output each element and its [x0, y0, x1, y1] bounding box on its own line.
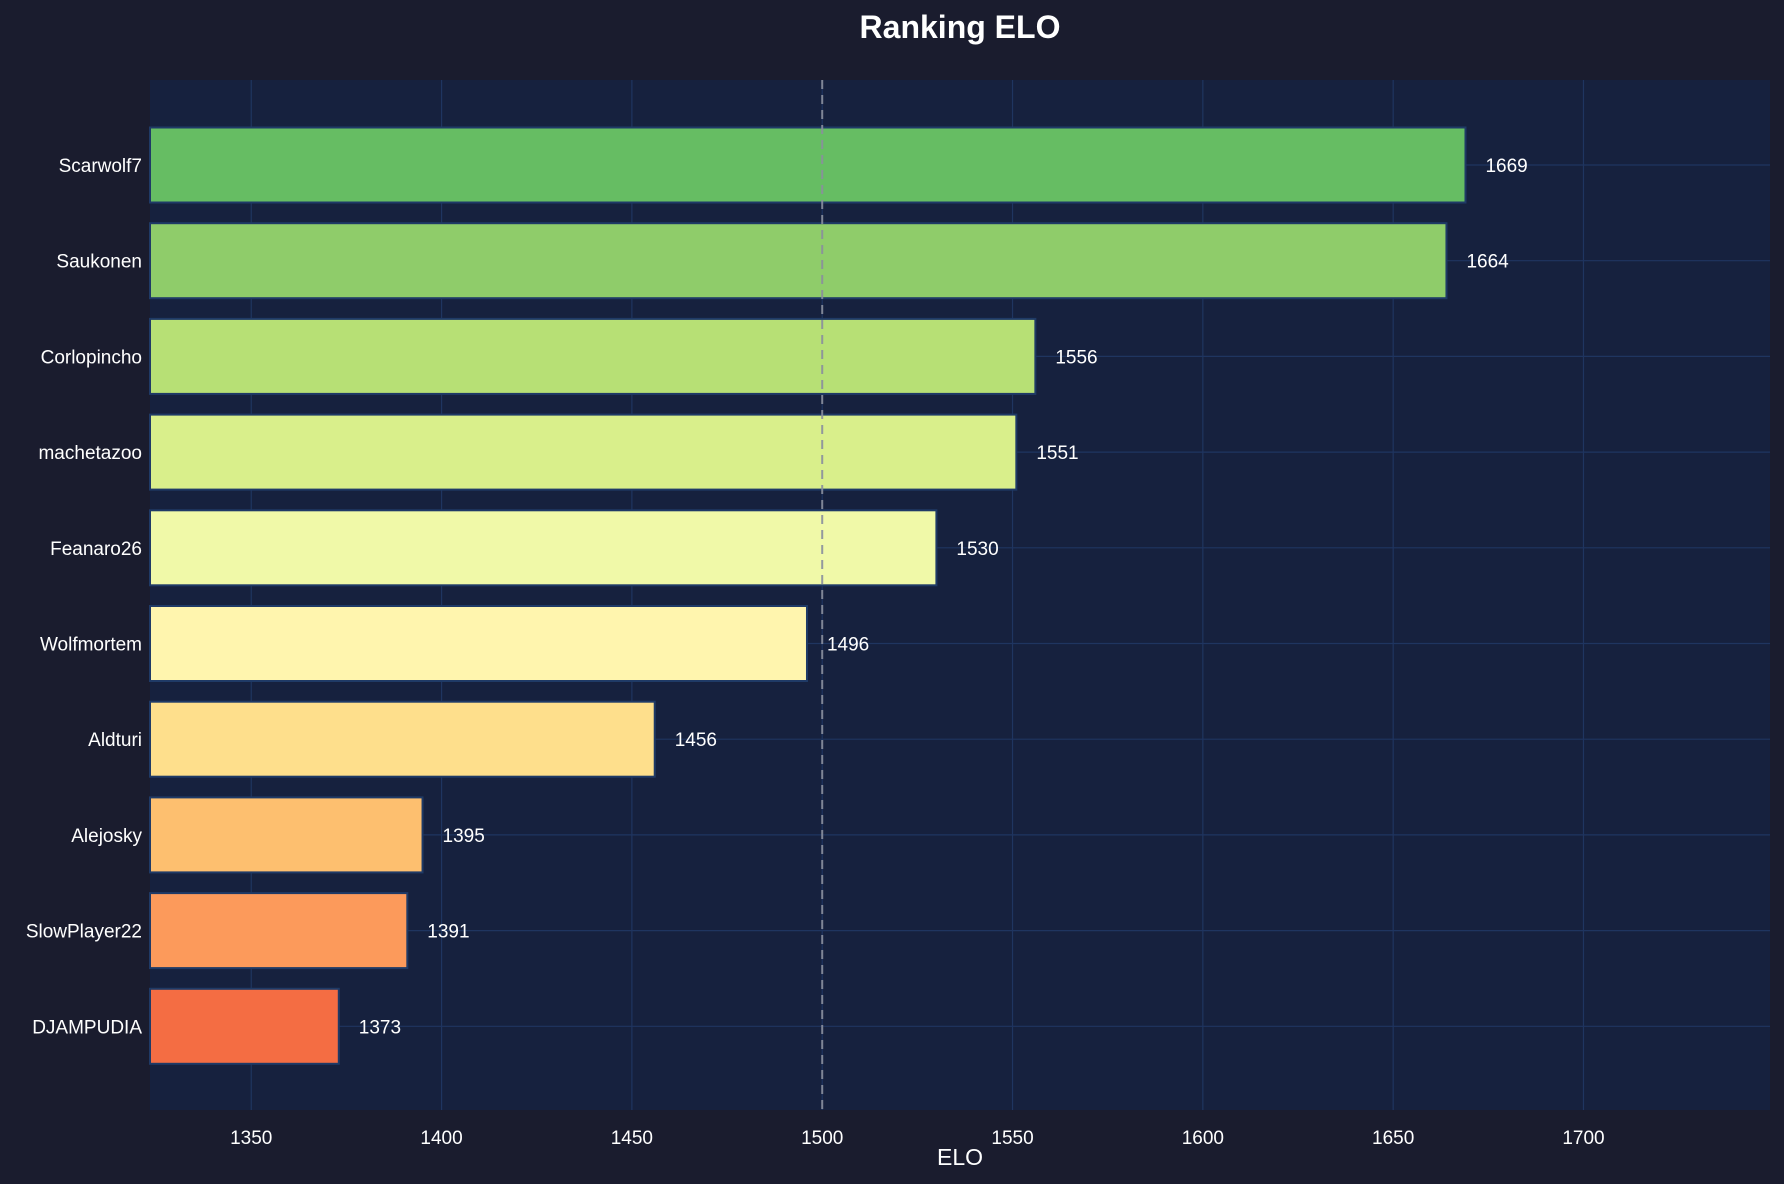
category-label: Corlopincho	[41, 347, 142, 368]
category-label: Scarwolf7	[59, 156, 142, 177]
bar-Wolfmortem	[149, 605, 808, 682]
bar-machetazoo	[149, 413, 1018, 491]
x-tick-label: 1450	[611, 1128, 653, 1149]
bar-DJAMPUDIA	[149, 987, 340, 1065]
value-label: 1551	[1036, 443, 1078, 464]
x-tick-label: 1700	[1562, 1128, 1604, 1149]
bar-Alejosky	[149, 796, 424, 874]
x-tick-label: 1550	[991, 1128, 1033, 1149]
bars	[149, 126, 1467, 1065]
category-label: DJAMPUDIA	[32, 1017, 142, 1038]
value-label: 1664	[1466, 252, 1509, 273]
value-label: 1391	[427, 922, 469, 943]
category-label: Saukonen	[56, 252, 142, 273]
category-label: Alejosky	[71, 826, 142, 847]
value-label: 1373	[359, 1017, 401, 1038]
x-tick-label: 1350	[230, 1128, 272, 1149]
bar-Aldturi	[149, 700, 656, 778]
value-label: 1669	[1485, 156, 1527, 177]
bar-Scarwolf7	[149, 126, 1467, 204]
category-label: Wolfmortem	[40, 635, 142, 656]
x-tick-label: 1400	[420, 1128, 462, 1149]
value-label: 1395	[443, 826, 485, 847]
category-labels: Scarwolf7 Saukonen Corlopincho machetazoo Fe…	[26, 156, 143, 1038]
value-label: 1456	[675, 730, 717, 751]
x-tick-label: 1650	[1372, 1128, 1414, 1149]
x-axis-title: ELO	[937, 1144, 983, 1170]
bar-Feanaro26	[149, 509, 938, 587]
bar-Corlopincho	[149, 317, 1037, 395]
category-label: SlowPlayer22	[26, 922, 142, 943]
bar-Saukonen	[149, 222, 1448, 300]
value-label: 1496	[827, 635, 869, 656]
x-tick-label: 1500	[801, 1128, 843, 1149]
x-tick-label: 1600	[1182, 1128, 1224, 1149]
value-label: 1530	[956, 539, 998, 560]
category-label: Feanaro26	[50, 539, 142, 560]
value-labels: 1669 1664 1556 1551 1530 1496 1456 1395 1391 1373	[359, 156, 1528, 1038]
bar-SlowPlayer22	[149, 892, 409, 970]
category-label: Aldturi	[88, 730, 142, 751]
category-label: machetazoo	[38, 443, 142, 464]
chart-title: Ranking ELO	[860, 9, 1061, 45]
value-label: 1556	[1055, 347, 1097, 368]
x-tick-labels: 1350 1400 1450 1500 1550 1600 1650 1700	[230, 1128, 1605, 1149]
